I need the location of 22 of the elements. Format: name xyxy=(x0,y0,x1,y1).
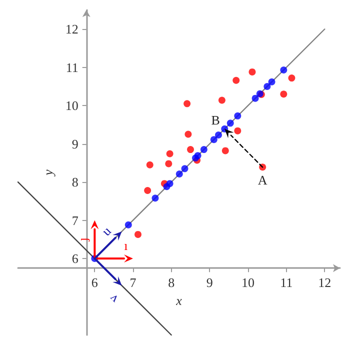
annotation: A xyxy=(258,172,268,188)
x-tick-label: 10 xyxy=(242,275,254,290)
y-axis-title: y xyxy=(40,169,56,178)
annotation: ȷ⃗ xyxy=(75,227,90,242)
y-tick-label: 10 xyxy=(65,98,78,114)
x-tick-label: 8 xyxy=(168,275,175,290)
annotation: v⃗ xyxy=(98,284,121,307)
annotation: u⃗ xyxy=(98,216,121,239)
y-tick-label: 11 xyxy=(66,60,78,75)
y-tick-label: 9 xyxy=(72,136,78,152)
x-tick-label: 9 xyxy=(206,275,213,290)
y-tick-label: 6 xyxy=(72,251,79,266)
x-tick-label: 11 xyxy=(280,275,293,290)
annotation: B xyxy=(211,112,220,128)
y-tick-label: 7 xyxy=(72,212,79,228)
annotation: ı⃗ xyxy=(124,238,138,254)
y-tick-label: 8 xyxy=(72,174,78,190)
x-tick-label: 12 xyxy=(318,275,332,290)
x-tick-label: 6 xyxy=(91,275,98,290)
x-axis-title: x xyxy=(175,293,182,308)
y-tick-label: 12 xyxy=(65,22,78,37)
x-tick-label: 7 xyxy=(130,275,137,290)
